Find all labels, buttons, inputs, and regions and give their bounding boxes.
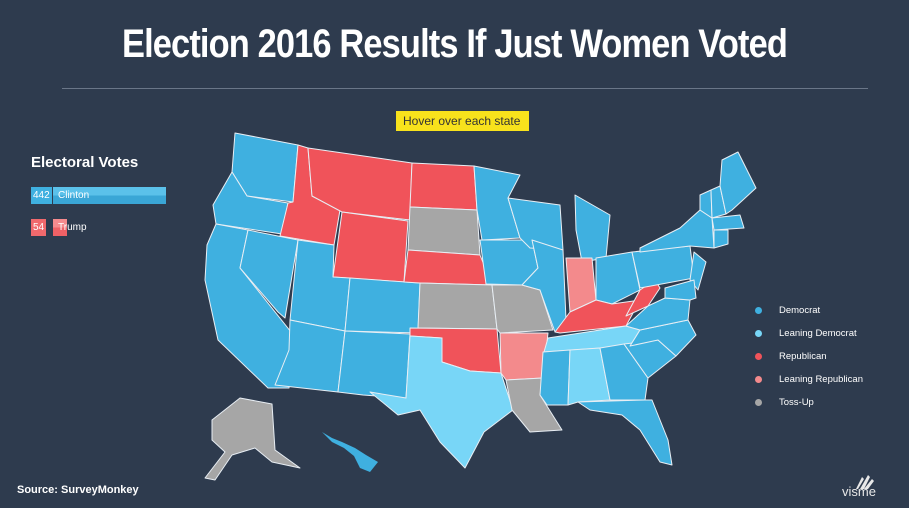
electoral-votes-heading: Electoral Votes bbox=[31, 154, 139, 171]
legend-label-toss-up: Toss-Up bbox=[779, 397, 814, 408]
legend-dot-leaning-democrat bbox=[755, 330, 762, 337]
legend-label-leaning-democrat: Leaning Democrat bbox=[779, 328, 857, 339]
state-md bbox=[664, 279, 697, 301]
legend-dot-republican bbox=[755, 353, 762, 360]
state-ct bbox=[713, 229, 729, 249]
legend-dot-leaning-republican bbox=[755, 376, 762, 383]
state-al bbox=[567, 347, 611, 406]
legend-label-democrat: Democrat bbox=[779, 305, 821, 316]
legend-label-leaning-republican: Leaning Republican bbox=[779, 374, 863, 385]
legend-dot-democrat bbox=[755, 307, 762, 314]
state-wy bbox=[332, 211, 409, 283]
state-fl bbox=[577, 399, 673, 466]
state-ga bbox=[599, 343, 649, 401]
state-az bbox=[274, 319, 346, 393]
clinton-label: Clinton bbox=[58, 190, 90, 201]
state-sd bbox=[407, 206, 481, 256]
title-divider bbox=[62, 88, 868, 89]
state-mi bbox=[574, 194, 611, 263]
state-ne bbox=[403, 249, 493, 286]
hover-tooltip: Hover over each state bbox=[396, 111, 529, 131]
state-ny bbox=[639, 209, 715, 253]
clinton-votes: 442 bbox=[31, 187, 52, 204]
state-oh bbox=[595, 251, 641, 305]
visme-brand: visme bbox=[842, 484, 876, 499]
visme-logo-icon bbox=[856, 475, 874, 489]
state-ak bbox=[204, 397, 301, 481]
state-nv bbox=[239, 229, 299, 319]
source-credit: Source: SurveyMonkey bbox=[17, 484, 139, 496]
legend-label-republican: Republican bbox=[779, 351, 827, 362]
state-ms bbox=[539, 349, 571, 406]
state-mt bbox=[307, 147, 413, 221]
trump-bar bbox=[53, 219, 67, 236]
state-ma bbox=[711, 214, 745, 231]
page-title: Election 2016 Results If Just Women Vote… bbox=[121, 22, 788, 66]
state-ar bbox=[499, 332, 549, 381]
clinton-bar bbox=[53, 187, 166, 204]
legend-dot-toss-up bbox=[755, 399, 762, 406]
trump-label: Trump bbox=[58, 222, 87, 233]
state-ks bbox=[417, 282, 498, 330]
trump-votes: 54 bbox=[31, 219, 47, 236]
state-hi bbox=[322, 432, 378, 472]
state-wa bbox=[231, 132, 299, 203]
state-nm bbox=[337, 330, 411, 399]
state-ky bbox=[554, 299, 641, 334]
state-il bbox=[521, 239, 567, 333]
state-tx bbox=[369, 335, 514, 469]
state-nd bbox=[409, 162, 478, 211]
state-me bbox=[719, 151, 757, 215]
state-co bbox=[344, 277, 421, 334]
